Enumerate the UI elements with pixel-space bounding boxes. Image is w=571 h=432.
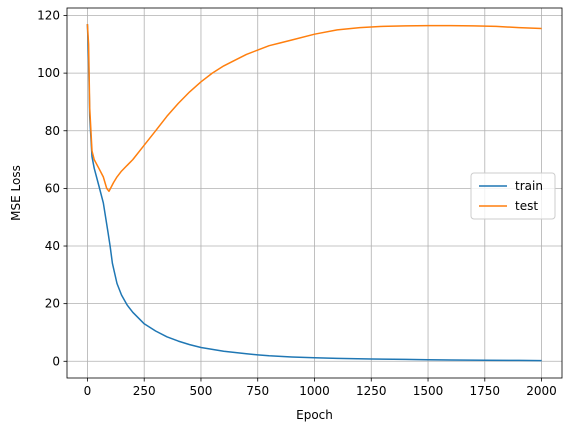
series-line-train — [86, 24, 542, 362]
x-axis-label: Epoch — [296, 408, 333, 422]
legend-box — [470, 172, 556, 220]
x-tick-label: 1750 — [470, 384, 501, 398]
legend: train test — [470, 172, 556, 220]
y-tick-label: 40 — [45, 239, 60, 253]
x-tick-label: 750 — [246, 384, 269, 398]
x-tick-label: 1000 — [299, 384, 330, 398]
legend-label-test: test — [515, 199, 538, 213]
x-tick-label: 0 — [84, 384, 92, 398]
x-tick-label: 1250 — [356, 384, 387, 398]
y-tick-label: 20 — [45, 297, 60, 311]
x-tick-label: 1500 — [413, 384, 444, 398]
legend-label-train: train — [515, 179, 543, 193]
ticks: 0 250 500 750 1000 1250 1500 1750 2000 0 20 40 60 80 1… — [37, 8, 557, 398]
x-tick-label: 500 — [190, 384, 213, 398]
y-tick-label: 0 — [52, 354, 60, 368]
x-tick-label: 2000 — [526, 384, 557, 398]
y-tick-label: 120 — [37, 8, 60, 22]
y-tick-label: 60 — [45, 181, 60, 195]
series-line-test — [86, 24, 542, 193]
series-layer — [86, 24, 542, 362]
y-axis-label: MSE Loss — [9, 165, 23, 221]
x-tick-label: 250 — [133, 384, 156, 398]
y-tick-label: 80 — [45, 124, 60, 138]
y-tick-label: 100 — [37, 66, 60, 80]
